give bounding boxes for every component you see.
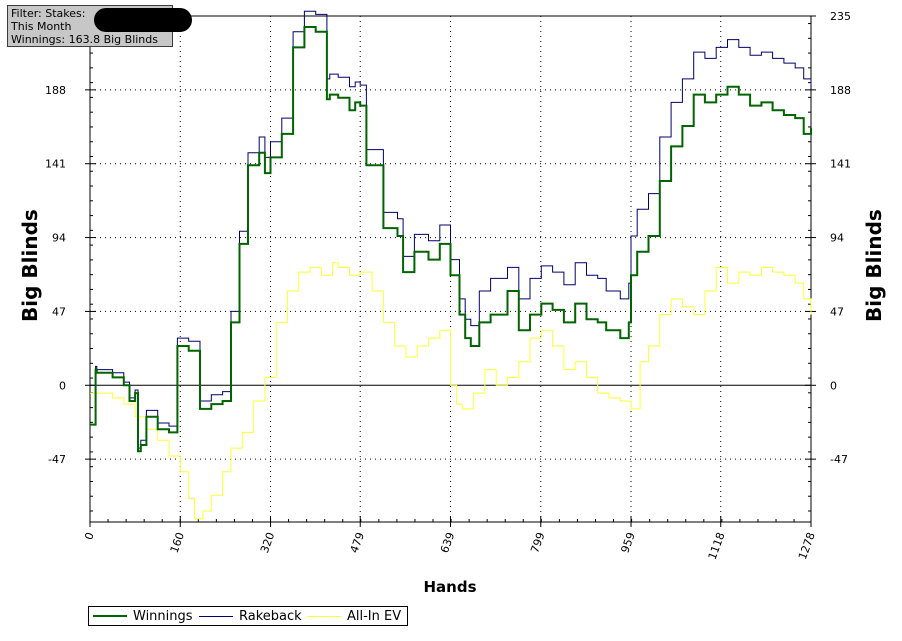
y-tick-label-left: 94 (52, 232, 66, 245)
y-tick-label-right: 188 (830, 84, 851, 97)
legend-swatch-rakeback (199, 615, 233, 617)
y-tick-label-right: -47 (830, 453, 848, 466)
x-tick-label: 799 (528, 531, 547, 555)
x-tick-label: 639 (438, 531, 457, 555)
x-tick-label: 320 (258, 531, 277, 555)
y-tick-label-right: 0 (830, 379, 837, 392)
y-tick-label-left: 141 (45, 158, 66, 171)
series-line-rakeback (90, 10, 812, 449)
legend-label-allin-ev: All-In EV (347, 608, 402, 624)
x-tick-label: 1278 (796, 531, 818, 562)
x-tick-label: 1118 (706, 531, 728, 562)
filter-line-stakes: Filter: Stakes: (11, 7, 86, 20)
y-tick-label-left: -47 (48, 453, 66, 466)
legend-item-allin-ev: All-In EV (307, 608, 401, 624)
series-lines (90, 10, 812, 520)
legend-swatch-winnings (93, 615, 127, 617)
series-line-winnings (90, 26, 812, 453)
y-tick-label-left: 47 (52, 305, 66, 318)
y-axis-label-right: Big Blinds (862, 209, 886, 322)
filter-line-period: This Month (11, 20, 72, 33)
x-tick-label: 959 (618, 531, 637, 555)
x-tick-label: 160 (168, 531, 187, 555)
legend-item-rakeback: Rakeback (199, 608, 302, 624)
y-tick-label-right: 141 (830, 158, 851, 171)
y-tick-label-right: 94 (830, 232, 844, 245)
legend-label-rakeback: Rakeback (239, 608, 302, 624)
tick-labels: -47 -47 0 0 47 47 94 94 141 141 188 188 235 0 160 320 47… (45, 10, 851, 561)
legend-swatch-allin-ev (307, 615, 341, 617)
legend-label-winnings: Winnings (133, 608, 193, 624)
y-tick-label-right: 47 (830, 305, 844, 318)
series-line-all-in-ev (90, 262, 812, 520)
y-tick-label-left: 188 (45, 84, 66, 97)
y-tick-label-left: 0 (59, 379, 66, 392)
x-tick-label: 479 (348, 531, 367, 555)
legend: Winnings Rakeback All-In EV (88, 606, 408, 626)
y-axis-label-left: Big Blinds (18, 209, 42, 322)
filter-info-box: Filter: Stakes: This Month Winnings: 163… (7, 5, 192, 47)
y-tick-label-right: 235 (830, 10, 851, 23)
x-tick-label: 0 (82, 531, 97, 542)
legend-item-winnings: Winnings (93, 608, 193, 624)
filter-line-winnings: Winnings: 163.8 Big Blinds (11, 33, 158, 46)
x-axis-label: Hands (423, 578, 477, 596)
redaction-mark (94, 8, 192, 32)
